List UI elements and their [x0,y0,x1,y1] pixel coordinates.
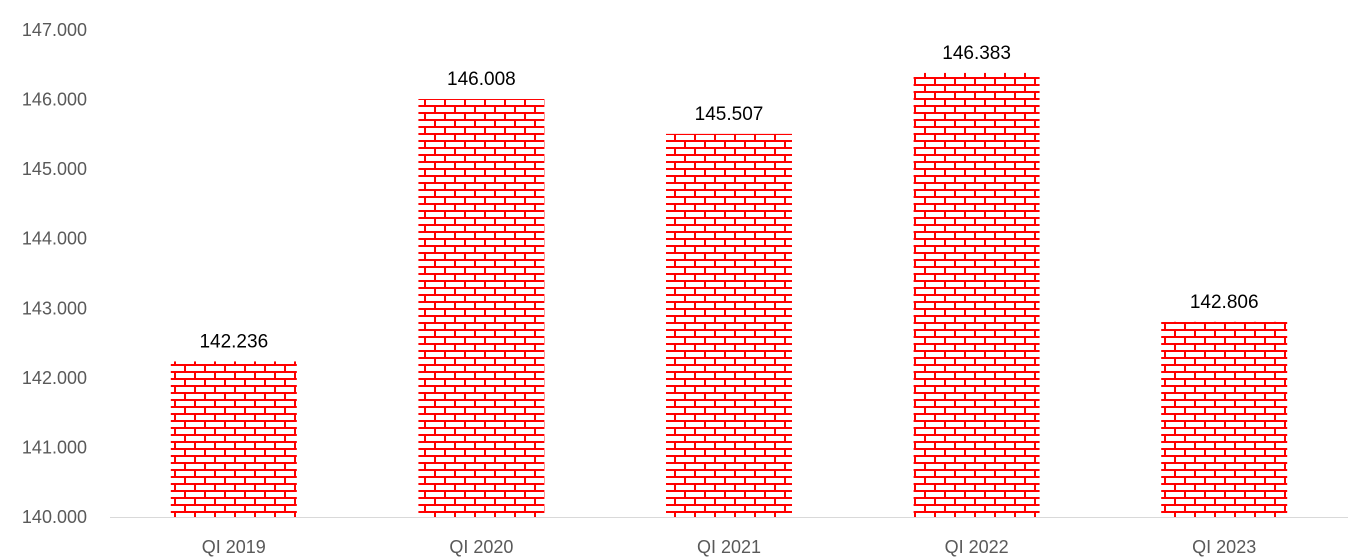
data-label: 146.383 [942,43,1011,64]
bars [170,72,1288,517]
bar [170,361,297,517]
y-axis: 140.000 141.000 142.000 143.000 144.000 145.0… [22,20,87,527]
data-label: 142.806 [1190,292,1259,313]
data-label: 146.008 [447,69,516,90]
x-tick-label: QI 2020 [449,537,513,557]
data-label: 142.236 [199,331,268,352]
x-tick-label: QI 2022 [945,537,1009,557]
x-tick-label: QI 2023 [1192,537,1256,557]
y-tick-label: 140.000 [22,507,87,527]
data-labels: 142.236 146.008 145.507 146.383 142.806 [199,43,1258,353]
x-axis: QI 2019 QI 2020 QI 2021 QI 2022 QI 2023 [202,537,1256,557]
x-tick-label: QI 2021 [697,537,761,557]
y-tick-label: 142.000 [22,368,87,388]
data-label: 145.507 [695,104,764,125]
y-tick-label: 145.000 [22,159,87,179]
bar [1161,321,1288,517]
x-tick-label: QI 2019 [202,537,266,557]
bar [666,133,792,517]
bar [418,99,545,517]
bar [913,72,1040,517]
y-tick-label: 144.000 [22,229,87,249]
y-tick-label: 143.000 [22,298,87,318]
y-tick-label: 147.000 [22,20,87,40]
y-tick-label: 141.000 [22,437,87,457]
y-tick-label: 146.000 [22,90,87,110]
